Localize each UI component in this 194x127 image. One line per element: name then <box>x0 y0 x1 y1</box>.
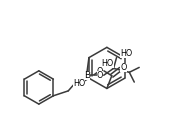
Text: O: O <box>74 79 80 88</box>
Text: O: O <box>97 71 103 80</box>
Text: HO: HO <box>120 49 133 58</box>
Text: HO: HO <box>73 79 85 88</box>
Text: B: B <box>84 71 90 80</box>
Text: HO: HO <box>101 59 114 68</box>
Text: O: O <box>97 67 103 76</box>
Text: O: O <box>120 63 127 72</box>
